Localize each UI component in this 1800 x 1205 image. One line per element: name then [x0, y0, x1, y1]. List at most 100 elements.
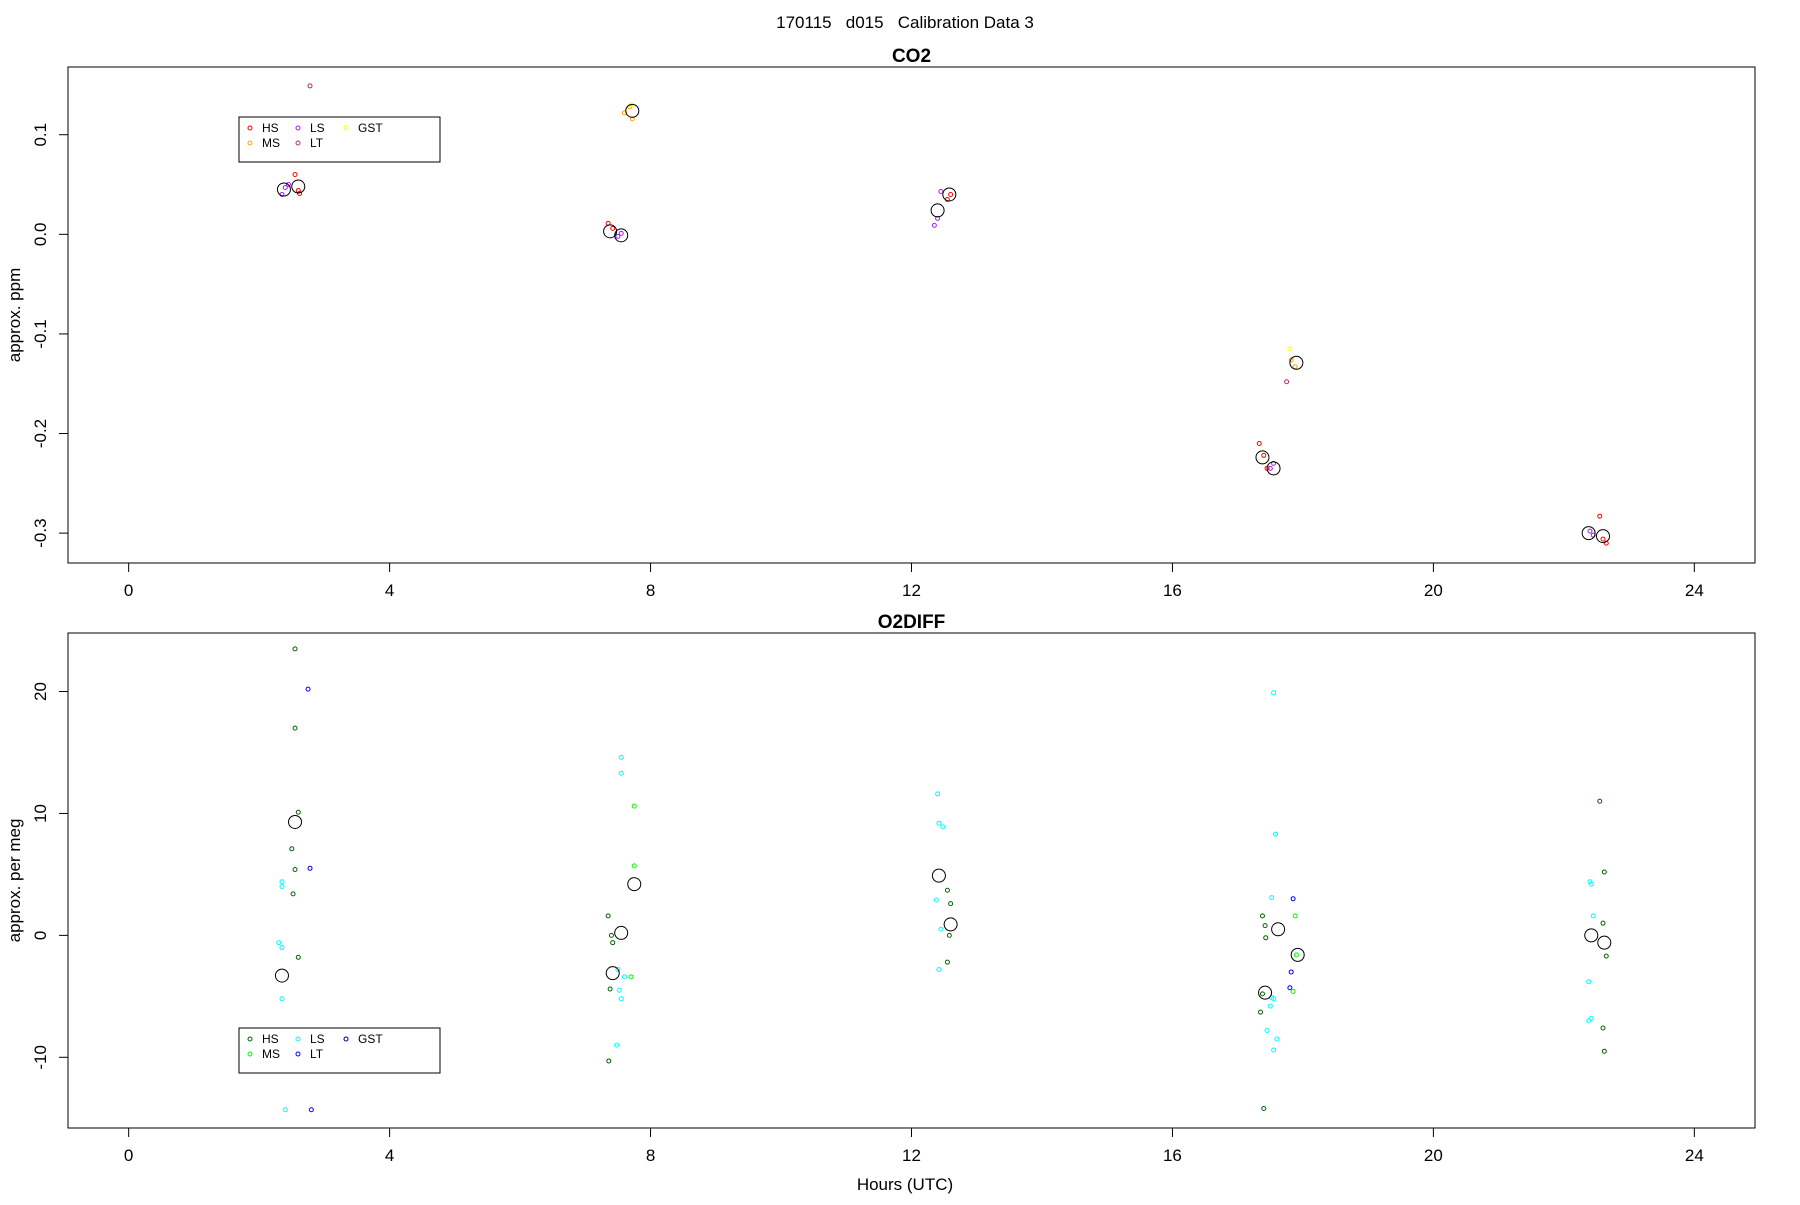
data-point — [307, 865, 313, 871]
chart1-x-tick-label: 24 — [1685, 1146, 1704, 1165]
data-point — [936, 820, 942, 826]
data-point — [308, 1107, 314, 1113]
o2diff-panel: O2DIFF 0 4 8 12 16 20 24 -10 0 10 20 approx. per meg… — [5, 612, 1756, 1165]
chart0-legend-label-ls: LS — [310, 121, 325, 135]
chart0-legend-marker-ls — [295, 125, 301, 131]
mean-point — [614, 228, 629, 243]
mean-point — [931, 868, 946, 883]
chart0-y-tick-label: 0.1 — [31, 123, 50, 147]
chart1-legend-label-ms: MS — [262, 1047, 280, 1061]
data-point — [1264, 1027, 1270, 1033]
data-point — [1590, 913, 1596, 919]
data-point — [608, 932, 614, 938]
data-point — [618, 230, 624, 236]
data-point — [1267, 465, 1273, 471]
data-point — [1587, 879, 1593, 885]
mean-point — [1266, 461, 1281, 476]
data-point — [935, 791, 941, 797]
data-point — [948, 191, 954, 197]
chart1-legend-box — [238, 1027, 441, 1074]
chart0-legend-box — [238, 116, 441, 163]
data-point — [1588, 1015, 1594, 1021]
data-point — [279, 879, 285, 885]
chart1-y-tick-label: -10 — [31, 1045, 50, 1070]
data-point — [1259, 913, 1265, 919]
chart1-y-axis-label: approx. per meg — [5, 819, 24, 943]
data-point — [1587, 528, 1593, 534]
mean-point — [1289, 355, 1304, 370]
chart0-y-tick-label: -0.2 — [31, 419, 50, 448]
data-point — [618, 770, 624, 776]
mean-point — [291, 179, 306, 194]
data-point — [944, 959, 950, 965]
mean-point — [274, 968, 289, 983]
data-point — [610, 940, 616, 946]
data-point — [933, 897, 939, 903]
data-point — [1600, 920, 1606, 926]
data-point — [1601, 1048, 1607, 1054]
chart0-legend-label-gst: GST — [358, 121, 383, 135]
data-point — [1600, 1025, 1606, 1031]
data-point — [615, 967, 621, 973]
mean-point — [627, 877, 642, 892]
data-point — [1271, 690, 1277, 696]
chart1-legend-label-gst: GST — [358, 1032, 383, 1046]
chart1-title: O2DIFF — [878, 612, 946, 633]
data-point — [1263, 935, 1269, 941]
data-point — [1290, 988, 1296, 994]
chart0-legend-marker-gst — [343, 125, 349, 131]
data-point — [618, 754, 624, 760]
data-point — [1287, 346, 1293, 352]
data-point — [615, 233, 621, 239]
chart0-legend-marker-ms — [247, 140, 253, 146]
data-point — [616, 987, 622, 993]
chart0-title: CO2 — [892, 46, 931, 67]
figure-title: 170115 d015 Calibration Data 3 — [776, 13, 1034, 32]
chart0-x-tick-label: 16 — [1163, 581, 1182, 600]
data-point — [1288, 357, 1294, 363]
chart1-x-tick-label: 4 — [385, 1146, 394, 1165]
data-point — [292, 172, 298, 178]
data-point — [297, 190, 303, 196]
data-point — [1293, 952, 1299, 958]
chart0-legend-marker-lt — [295, 140, 301, 146]
mean-point — [276, 182, 291, 197]
chart1-legend-marker-lt — [295, 1051, 301, 1057]
chart1-x-tick-label: 8 — [646, 1146, 655, 1165]
data-point — [938, 926, 944, 932]
data-point — [631, 863, 637, 869]
data-point — [1262, 923, 1268, 929]
chart1-y-tick-label: 10 — [31, 804, 50, 823]
data-point — [1267, 1003, 1273, 1009]
chart0-legend-label-ms: MS — [262, 136, 280, 150]
data-point — [629, 116, 635, 122]
data-point — [1259, 991, 1265, 997]
chart0-legend-marker-hs — [247, 125, 253, 131]
data-point — [1597, 513, 1603, 519]
data-point — [1284, 379, 1290, 385]
chart1-series-hs — [289, 646, 1609, 1111]
data-point — [1600, 536, 1606, 542]
data-point — [307, 83, 313, 89]
data-point — [279, 945, 285, 951]
chart1-series-mean — [274, 814, 1612, 1000]
data-point — [1258, 1009, 1264, 1015]
mean-point — [614, 925, 629, 940]
data-point — [631, 803, 637, 809]
mean-point — [1271, 922, 1286, 937]
chart0-legend-label-lt: LT — [310, 136, 324, 150]
data-point — [1290, 896, 1296, 902]
mean-point — [1596, 529, 1611, 544]
mean-point — [942, 187, 957, 202]
data-point — [295, 809, 301, 815]
data-point — [289, 846, 295, 852]
chart0-series-hs — [292, 172, 1609, 546]
data-point — [1287, 985, 1293, 991]
data-point — [1274, 1036, 1280, 1042]
data-point — [944, 887, 950, 893]
data-point — [1603, 540, 1609, 546]
chart1-legend-label-hs: HS — [262, 1032, 279, 1046]
chart0-x-tick-label: 8 — [646, 581, 655, 600]
